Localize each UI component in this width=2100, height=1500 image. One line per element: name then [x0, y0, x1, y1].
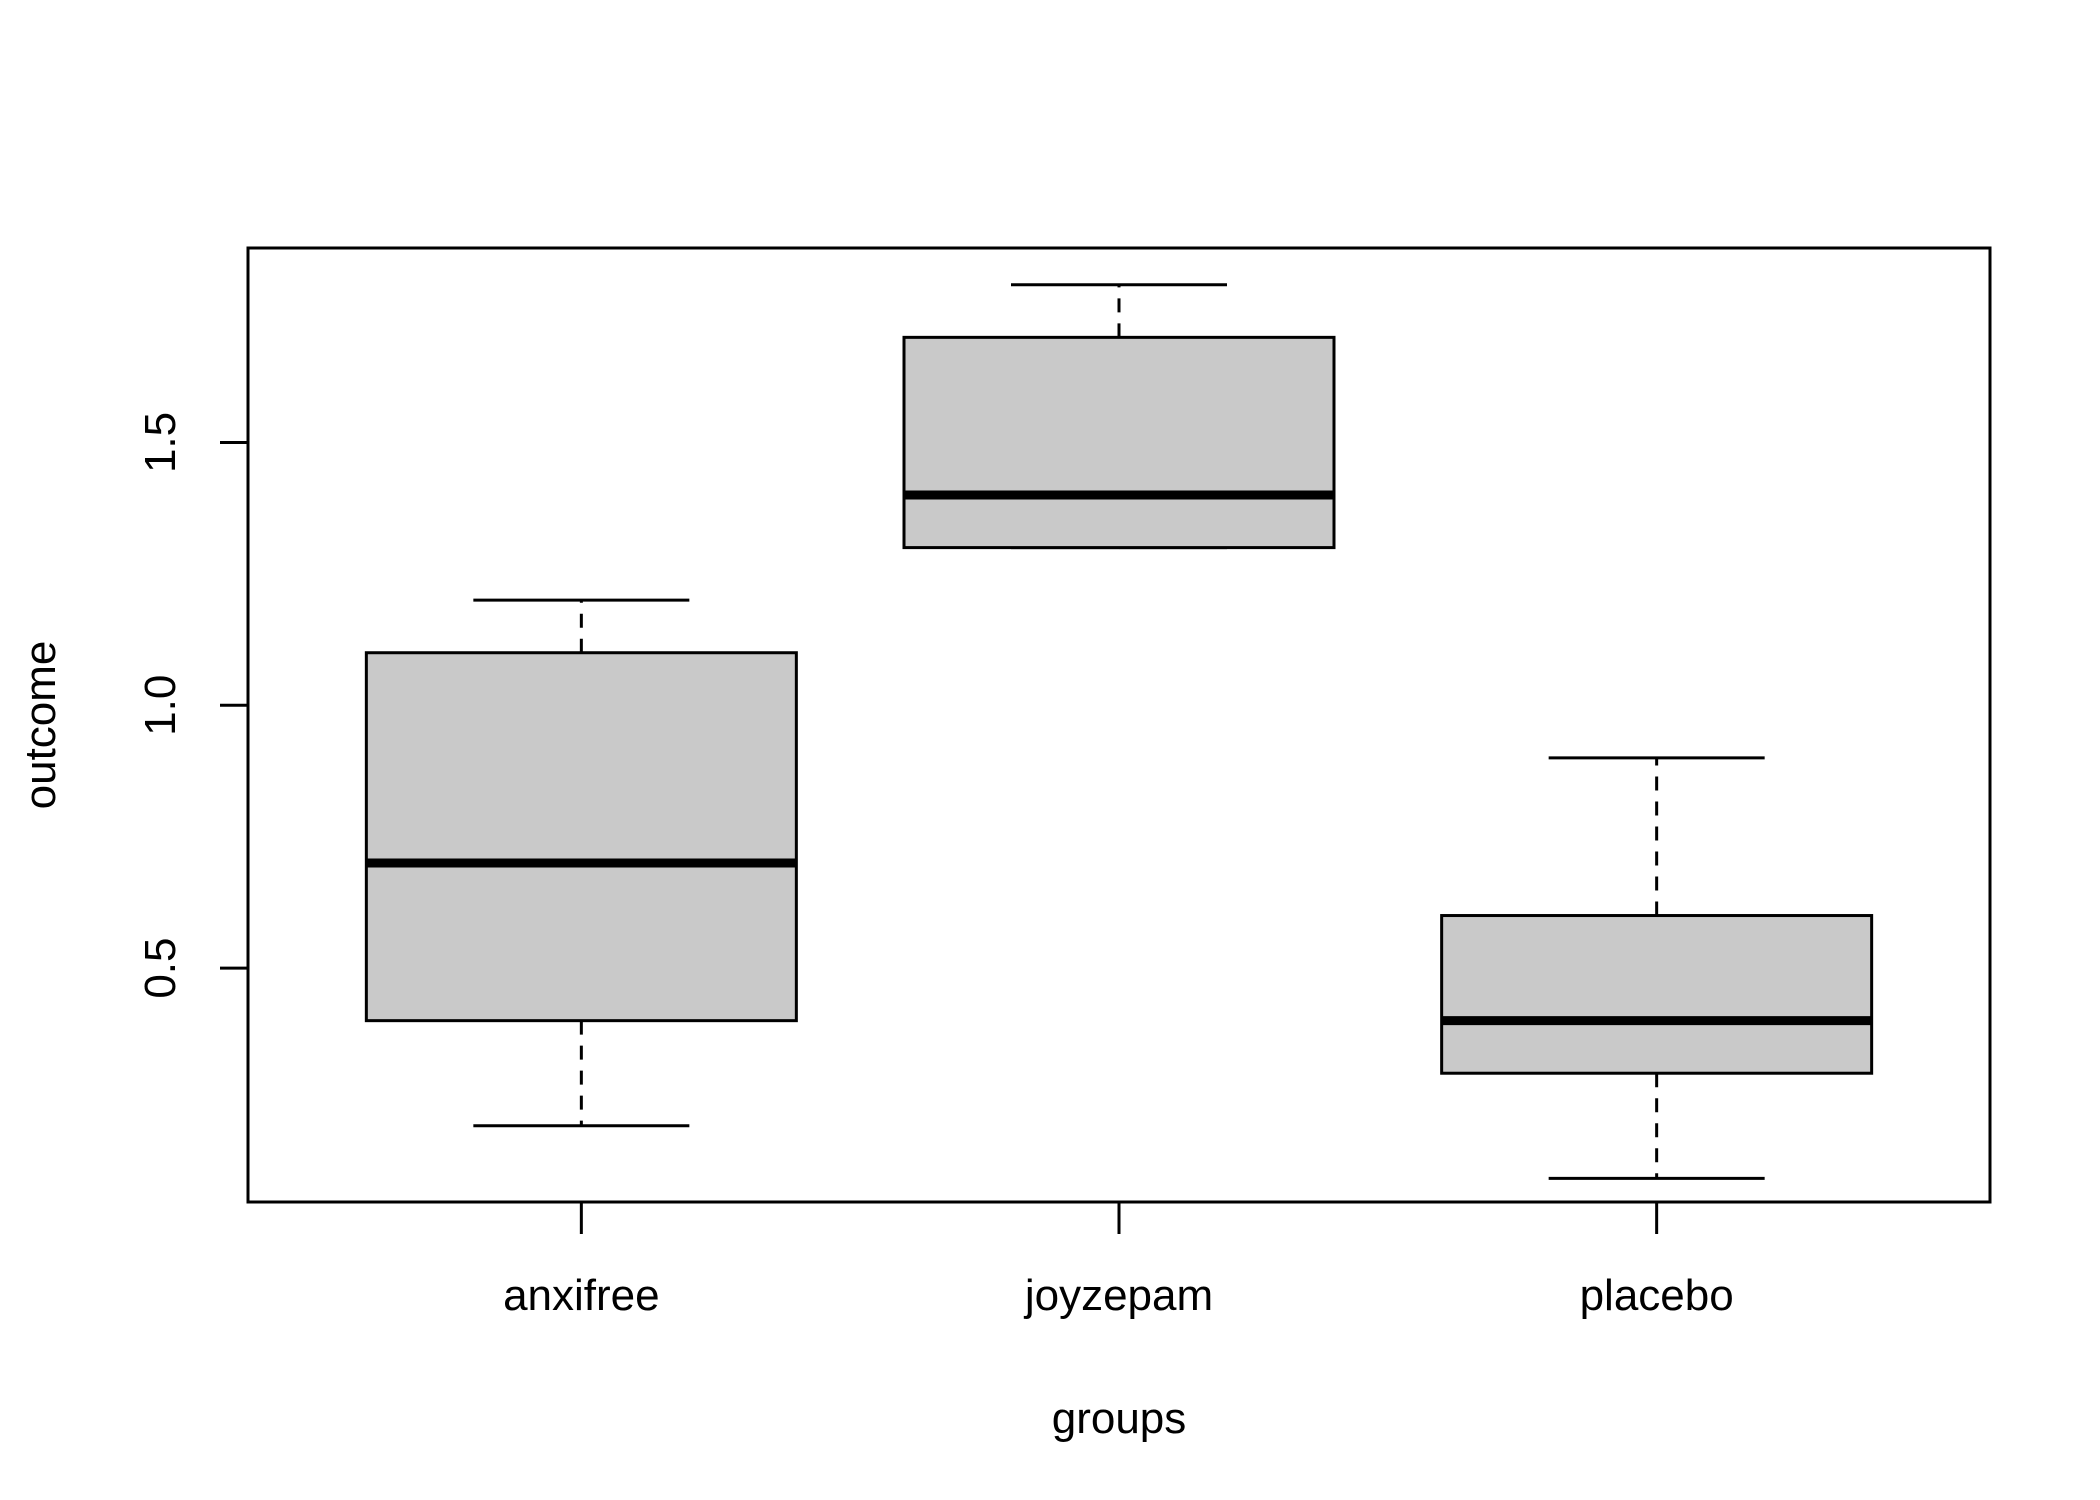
y-axis: 0.5 1.0 1.5 [136, 412, 248, 999]
iqr-box [364, 651, 798, 1023]
iqr-box [902, 335, 1336, 550]
box-placebo [1440, 756, 1874, 1180]
x-tick-label: anxifree [503, 1271, 660, 1320]
box-joyzepam [902, 283, 1336, 550]
box-anxifree [364, 598, 798, 1128]
y-tick-label: 1.5 [136, 412, 185, 473]
y-tick-label: 0.5 [136, 938, 185, 999]
x-axis: anxifree joyzepam placebo [503, 1202, 1734, 1320]
x-axis-label: groups [1052, 1394, 1187, 1443]
y-tick-label: 1.0 [136, 675, 185, 736]
iqr-box [1440, 914, 1874, 1075]
x-tick-label: joyzepam [1023, 1271, 1213, 1320]
boxes-layer [364, 283, 1874, 1180]
x-tick-label: placebo [1580, 1271, 1734, 1320]
y-axis-label: outcome [16, 641, 65, 810]
